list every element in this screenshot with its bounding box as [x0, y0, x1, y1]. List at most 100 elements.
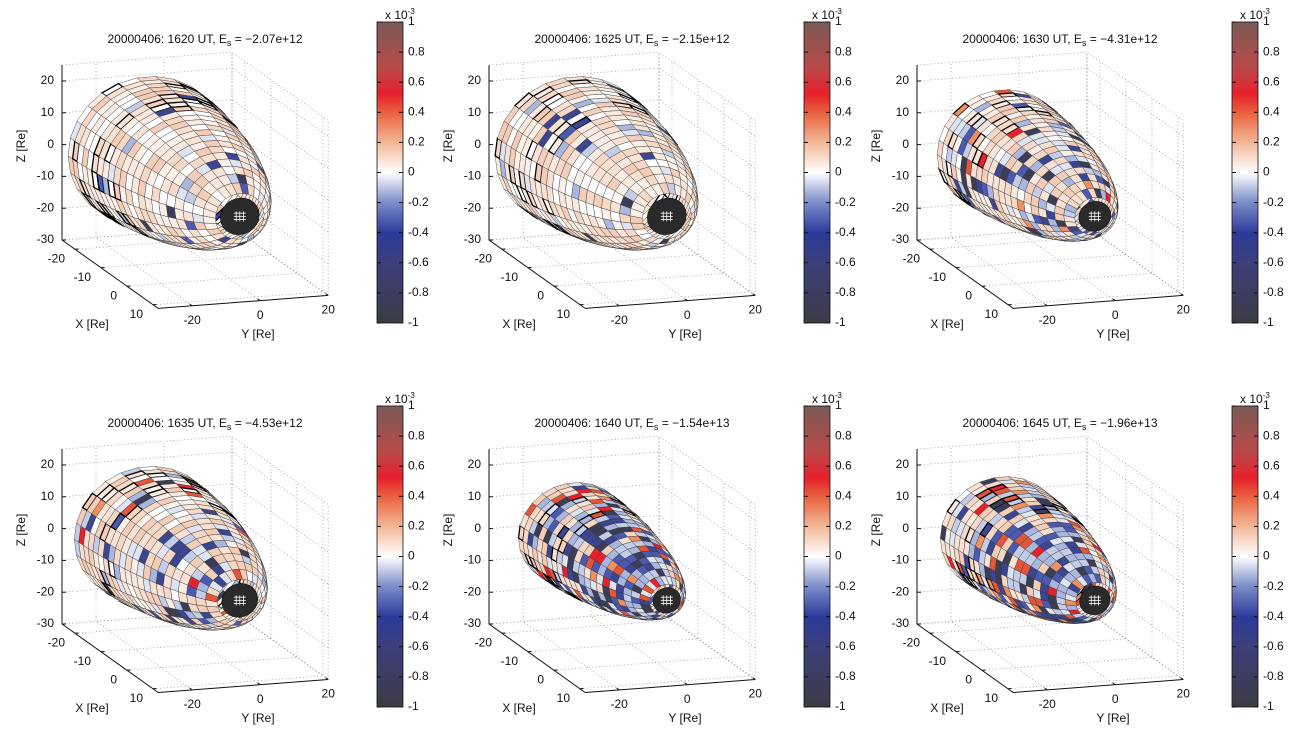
y-tick-label: -20	[1039, 697, 1057, 711]
y-tick-label: 0	[1112, 308, 1119, 322]
colorbar-tick-label: -0.4	[1263, 609, 1284, 623]
y-tick-label: 0	[684, 308, 691, 322]
exponent-base: x 10	[1240, 392, 1263, 406]
title-main: 20000406: 1635 UT, E	[107, 416, 226, 430]
title-main: 20000406: 1625 UT, E	[534, 32, 653, 46]
colorbar-tick-label: 1	[1263, 398, 1270, 412]
z-axis-label: Z [Re]	[441, 514, 455, 547]
colorbar-tick-label: -0.2	[1263, 579, 1284, 593]
title-main: 20000406: 1640 UT, E	[534, 416, 653, 430]
z-tick-label: 10	[468, 105, 482, 119]
exponent-base: x 10	[812, 392, 835, 406]
colorbar-tick-label: -0.4	[408, 225, 429, 239]
surface	[937, 90, 1118, 242]
colorbar-tick-label: -1	[835, 699, 846, 713]
colorbar-tick-label: 1	[408, 398, 415, 412]
x-tick-label: 10	[985, 691, 999, 705]
colorbar-tick-label: 0.2	[408, 519, 425, 533]
colorbar-tick-label: -0.6	[1263, 639, 1284, 653]
colorbar-tick-label: 0	[835, 165, 842, 179]
z-tick-label: -30	[37, 616, 55, 630]
grid-line	[917, 611, 1183, 680]
panel-title: 20000406: 1645 UT, Es = −1.96e+13	[962, 416, 1157, 432]
y-tick-label: 20	[1177, 687, 1191, 701]
colorbar-tick-label: -0.2	[835, 579, 856, 593]
colorbar-tick-label: 0.8	[1263, 428, 1280, 442]
colorbar-tick-label: -0.6	[835, 639, 856, 653]
colorbar-tick-label: -0.6	[408, 639, 429, 653]
z-axis-label: Z [Re]	[869, 130, 883, 163]
colorbar-tick-label: 0.2	[835, 519, 852, 533]
y-tick-label: 20	[1177, 303, 1191, 317]
colorbar-tick-label: 1	[408, 14, 415, 28]
x-tick-label: -10	[74, 654, 92, 668]
surface	[519, 483, 686, 621]
colorbar-tick-label: 0.2	[408, 135, 425, 149]
colorbar-tick-label: -0.8	[835, 285, 856, 299]
colorbar-tick-label: -1	[1263, 315, 1274, 329]
z-tick-label: -10	[37, 553, 55, 567]
x-tick-label: 0	[110, 288, 117, 302]
z-tick-label: 20	[41, 457, 55, 471]
surface	[74, 466, 267, 630]
z-tick-label: -30	[464, 232, 482, 246]
y-tick-label: 20	[749, 303, 763, 317]
box-edge	[917, 611, 1183, 680]
z-tick-label: -20	[37, 584, 55, 598]
colorbar-tick-label: 1	[1263, 14, 1270, 28]
x-tick-label: -20	[475, 251, 493, 265]
colorbar-tick-label: 0.6	[835, 458, 852, 472]
colorbar-tick-label: 0.4	[408, 104, 425, 118]
z-tick-label: 20	[896, 457, 910, 471]
title-main: 20000406: 1645 UT, E	[962, 416, 1081, 430]
exponent-base: x 10	[1240, 8, 1263, 22]
y-tick-label: 20	[322, 303, 336, 317]
x-axis-label: X [Re]	[502, 701, 535, 715]
colorbar-tick-label: 0.6	[408, 74, 425, 88]
colorbar-tick-label: 0.4	[835, 104, 852, 118]
y-tick-label: 20	[749, 687, 763, 701]
x-axis-label: X [Re]	[930, 701, 963, 715]
surface	[68, 77, 271, 251]
panel: 20000406: 1625 UT, Es = −2.15e+12-30-20-…	[441, 7, 856, 341]
panel: 20000406: 1630 UT, Es = −4.31e+12-30-20-…	[869, 7, 1284, 341]
grid-line	[489, 611, 755, 680]
x-tick-label: -10	[929, 654, 947, 668]
colorbar-tick-label: 0.8	[408, 44, 425, 58]
colorbar-tick-label: 0	[408, 549, 415, 563]
panel: 20000406: 1645 UT, Es = −1.96e+13-30-20-…	[869, 391, 1284, 725]
panel: 20000406: 1635 UT, Es = −4.53e+12-30-20-…	[14, 391, 429, 725]
exponent-power: -3	[835, 7, 843, 16]
colorbar-tick-label: -0.8	[1263, 669, 1284, 683]
z-tick-label: 0	[902, 137, 909, 151]
y-axis-label: Y [Re]	[241, 711, 274, 725]
colorbar-tick-label: 0.8	[1263, 44, 1280, 58]
z-axis-label: Z [Re]	[14, 514, 28, 547]
x-tick-label: 0	[537, 672, 544, 686]
colorbar-tick-label: -0.6	[1263, 255, 1284, 269]
panel-title: 20000406: 1640 UT, Es = −1.54e+13	[534, 416, 729, 432]
x-tick-label: 10	[985, 307, 999, 321]
x-tick-label: -10	[929, 270, 947, 284]
panel-title: 20000406: 1630 UT, Es = −4.31e+12	[962, 32, 1157, 48]
colorbar-tick-label: 0	[835, 549, 842, 563]
x-tick-label: -20	[903, 251, 921, 265]
box-edge	[489, 436, 755, 505]
exponent-power: -3	[408, 7, 416, 16]
z-tick-label: 0	[47, 521, 54, 535]
y-tick-label: -20	[611, 697, 629, 711]
exponent-base: x 10	[385, 392, 408, 406]
x-tick-label: 0	[965, 288, 972, 302]
panel-title: 20000406: 1625 UT, Es = −2.15e+12	[534, 32, 729, 48]
y-axis-label: Y [Re]	[241, 327, 274, 341]
z-tick-label: 10	[896, 105, 910, 119]
z-tick-label: -10	[892, 553, 910, 567]
z-tick-label: 20	[896, 73, 910, 87]
z-axis-label: Z [Re]	[441, 130, 455, 163]
colorbar-tick-label: -0.8	[835, 669, 856, 683]
x-tick-label: -10	[501, 270, 519, 284]
y-axis-label: Y [Re]	[668, 327, 701, 341]
x-axis-label: X [Re]	[75, 317, 108, 331]
colorbar-tick-label: 0.4	[1263, 104, 1280, 118]
